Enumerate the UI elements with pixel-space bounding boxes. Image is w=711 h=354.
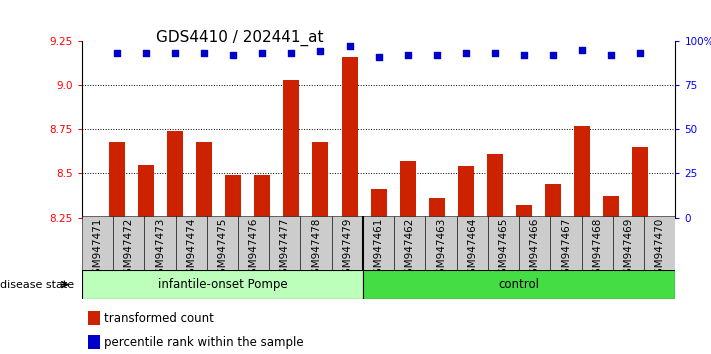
Bar: [458, 166, 474, 218]
Text: GSM947470: GSM947470: [655, 218, 665, 281]
Bar: [363, 216, 394, 271]
Point: [315, 48, 326, 54]
Bar: [113, 216, 144, 271]
Text: GSM947462: GSM947462: [405, 218, 415, 281]
Bar: [456, 216, 488, 271]
Text: GSM947474: GSM947474: [186, 218, 196, 281]
Bar: [109, 142, 124, 218]
Point: [228, 52, 239, 58]
Bar: [429, 198, 445, 218]
Point: [547, 52, 559, 58]
Point: [169, 50, 181, 56]
Text: GSM947476: GSM947476: [249, 218, 259, 281]
Bar: [644, 216, 675, 271]
Text: GSM947467: GSM947467: [561, 218, 571, 281]
Text: percentile rank within the sample: percentile rank within the sample: [105, 336, 304, 349]
Point: [518, 52, 530, 58]
Text: GSM947473: GSM947473: [155, 218, 165, 281]
Point: [286, 50, 297, 56]
Bar: [370, 189, 387, 218]
Point: [111, 50, 122, 56]
Bar: [238, 216, 269, 271]
Bar: [82, 270, 363, 299]
Bar: [550, 216, 582, 271]
Bar: [255, 175, 270, 218]
Bar: [613, 216, 644, 271]
Bar: [196, 142, 212, 218]
Text: GDS4410 / 202441_at: GDS4410 / 202441_at: [156, 30, 324, 46]
Point: [373, 54, 384, 59]
Point: [577, 47, 588, 52]
Bar: [225, 175, 241, 218]
Point: [635, 50, 646, 56]
Point: [489, 50, 501, 56]
Text: GSM947475: GSM947475: [218, 218, 228, 281]
Text: GSM947466: GSM947466: [530, 218, 540, 281]
Bar: [87, 312, 100, 325]
Point: [257, 50, 268, 56]
Point: [140, 50, 151, 56]
Bar: [207, 216, 238, 271]
Text: transformed count: transformed count: [105, 312, 214, 325]
Point: [460, 50, 471, 56]
Bar: [633, 147, 648, 218]
Text: disease state: disease state: [0, 280, 74, 290]
Text: GSM947469: GSM947469: [624, 218, 634, 281]
Bar: [519, 216, 550, 271]
Bar: [400, 161, 416, 218]
Bar: [582, 216, 613, 271]
Point: [431, 52, 442, 58]
Bar: [138, 165, 154, 218]
Bar: [269, 216, 301, 271]
Bar: [341, 57, 358, 218]
Text: GSM947464: GSM947464: [467, 218, 477, 281]
Bar: [545, 184, 561, 218]
Point: [402, 52, 413, 58]
Text: GSM947472: GSM947472: [124, 218, 134, 281]
Bar: [176, 216, 207, 271]
Bar: [574, 126, 590, 218]
Bar: [144, 216, 176, 271]
Bar: [87, 335, 100, 349]
Text: GSM947479: GSM947479: [343, 218, 353, 281]
Point: [606, 52, 617, 58]
Bar: [394, 216, 425, 271]
Text: GSM947468: GSM947468: [592, 218, 602, 281]
Bar: [516, 205, 532, 218]
Bar: [487, 154, 503, 218]
Bar: [301, 216, 332, 271]
Text: control: control: [498, 278, 540, 291]
Text: GSM947477: GSM947477: [280, 218, 290, 281]
Text: GSM947463: GSM947463: [436, 218, 446, 281]
Bar: [425, 216, 456, 271]
Text: infantile-onset Pompe: infantile-onset Pompe: [158, 278, 287, 291]
Bar: [604, 196, 619, 218]
Text: GSM947478: GSM947478: [311, 218, 321, 281]
Point: [198, 50, 210, 56]
Text: GSM947465: GSM947465: [498, 218, 508, 281]
Bar: [363, 270, 675, 299]
Bar: [167, 131, 183, 218]
Point: [344, 43, 356, 49]
Bar: [283, 80, 299, 218]
Bar: [82, 216, 113, 271]
Bar: [312, 142, 328, 218]
Text: GSM947461: GSM947461: [373, 218, 384, 281]
Text: GSM947471: GSM947471: [92, 218, 102, 281]
Bar: [488, 216, 519, 271]
Bar: [332, 216, 363, 271]
